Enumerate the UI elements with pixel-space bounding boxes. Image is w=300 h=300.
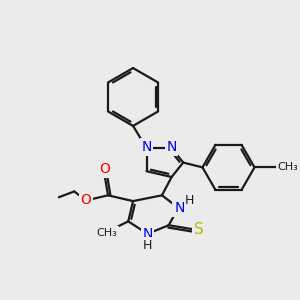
Text: H: H (143, 239, 152, 252)
Text: CH₃: CH₃ (97, 228, 117, 238)
Text: N: N (174, 201, 184, 215)
Text: N: N (167, 140, 177, 154)
Text: H: H (185, 194, 195, 207)
Text: CH₃: CH₃ (278, 162, 298, 172)
Text: O: O (80, 193, 91, 207)
Text: S: S (194, 222, 203, 237)
Text: N: N (142, 227, 153, 241)
Text: N: N (141, 140, 152, 154)
Text: O: O (100, 162, 110, 176)
